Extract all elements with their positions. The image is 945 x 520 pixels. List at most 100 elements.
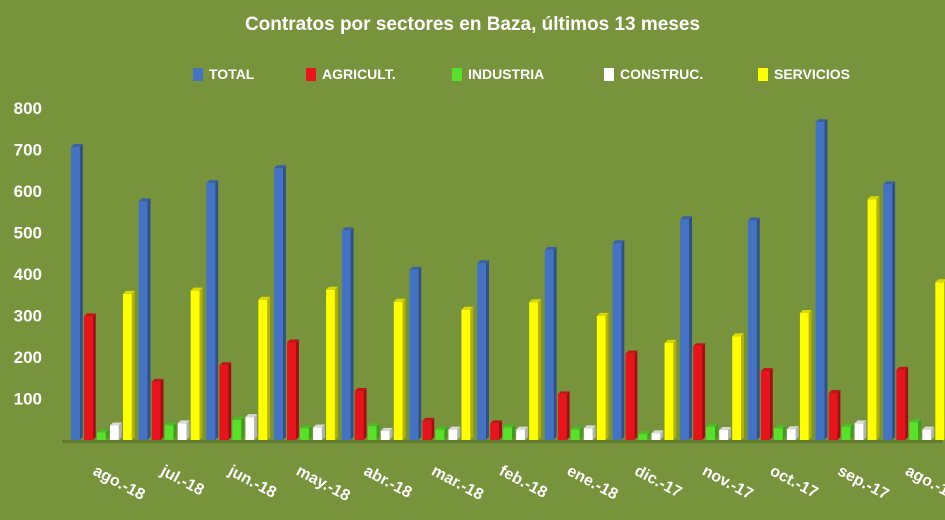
bar-top <box>815 119 828 123</box>
bar-front <box>693 346 703 440</box>
y-tick-label: 600 <box>14 182 42 201</box>
bar-side <box>905 366 909 440</box>
bar-side <box>634 350 638 440</box>
bar-front <box>245 417 255 440</box>
bar-front <box>138 201 148 440</box>
bar-side <box>537 299 541 440</box>
bar-side <box>660 430 664 440</box>
bar-side <box>876 196 880 440</box>
bar-top <box>177 420 190 424</box>
bar-front <box>596 315 606 440</box>
legend-item-servicios: SERVICIOS <box>758 66 850 82</box>
y-tick-label: 100 <box>14 390 42 409</box>
bar-top <box>529 299 541 303</box>
bar-agricult <box>625 350 638 440</box>
bar-servicios <box>326 286 338 440</box>
bar-side <box>808 310 812 440</box>
legend-item-construc: CONSTRUC. <box>604 66 703 82</box>
bar-side <box>295 339 299 440</box>
bar-front <box>557 394 567 440</box>
legend-label-industria: INDUSTRIA <box>468 66 545 82</box>
bar-side <box>444 426 448 440</box>
bar-total <box>274 165 286 441</box>
bar-top <box>219 362 232 366</box>
bar-side <box>173 422 177 440</box>
bar-front <box>516 429 525 440</box>
bar-side <box>118 422 122 440</box>
bar-construc <box>110 422 122 440</box>
bar-front <box>922 429 932 440</box>
bar-top <box>71 144 83 148</box>
x-tick-label: abr.-18 <box>361 463 415 502</box>
bar-total <box>612 240 625 440</box>
bar-servicios <box>935 279 945 440</box>
x-axis-floor <box>62 440 942 443</box>
bar-front <box>274 168 283 441</box>
legend-swatch-industria <box>452 67 462 81</box>
bar-side <box>837 390 841 440</box>
bar-side <box>566 391 570 440</box>
bar-top <box>367 423 380 427</box>
legend: TOTAL AGRICULT. INDUSTRIA CONSTRUC. SERV… <box>0 66 945 88</box>
bar-top <box>664 339 677 343</box>
bar-servicios <box>867 196 880 440</box>
bar-front <box>380 430 390 440</box>
bar-front <box>258 299 268 440</box>
bar-top <box>138 198 151 202</box>
bar-industria <box>435 426 448 440</box>
bar-servicios <box>799 310 812 440</box>
bar-front <box>612 243 622 440</box>
bar-total <box>883 181 896 441</box>
x-tick-label: ene.-18 <box>564 463 621 504</box>
bar-construc <box>380 427 393 440</box>
bar-top <box>719 427 732 431</box>
bar-front <box>544 249 554 440</box>
bar-front <box>477 263 486 440</box>
bar-front <box>367 426 377 440</box>
bar-top <box>287 339 299 343</box>
bar-front <box>719 430 729 440</box>
bar-side <box>389 427 393 440</box>
bar-front <box>625 353 635 440</box>
bar-industria <box>97 429 109 440</box>
x-tick-label: oct.-17 <box>767 463 821 502</box>
bar-front <box>313 427 322 440</box>
bar-front <box>393 301 403 440</box>
bar-top <box>84 313 96 317</box>
bar-front <box>110 425 119 440</box>
bar-top <box>490 420 502 424</box>
x-tick-label: sep.-17 <box>835 463 892 504</box>
bar-construc <box>719 427 732 440</box>
bar-front <box>448 429 458 440</box>
bar-side <box>850 423 854 440</box>
bar-front <box>206 183 216 441</box>
bar-side <box>186 420 190 440</box>
x-tick-label: dic.-17 <box>632 463 685 502</box>
bar-construc <box>786 426 799 440</box>
bar-top <box>245 414 258 418</box>
x-tick-label: ago.-17 <box>902 463 945 504</box>
bar-front <box>799 313 809 440</box>
bar-side <box>431 417 435 440</box>
bar-front <box>435 429 445 440</box>
bar-side <box>92 313 96 440</box>
bar-top <box>596 312 609 316</box>
bar-front <box>529 302 538 440</box>
bar-industria <box>706 423 719 440</box>
bar-servicios <box>258 296 271 440</box>
x-tick-label: jul.-18 <box>157 462 207 499</box>
bar-servicios <box>596 312 609 440</box>
bar-side <box>418 266 422 440</box>
bar-top <box>935 279 945 283</box>
bar-side <box>931 426 935 440</box>
bar-front <box>354 391 364 440</box>
bar-side <box>147 198 151 440</box>
bar-front <box>503 427 512 440</box>
bar-front <box>773 428 783 440</box>
bar-top <box>206 180 219 184</box>
bar-top <box>867 196 880 200</box>
bar-agricult <box>287 339 299 440</box>
bar-total <box>680 216 693 440</box>
bar-front <box>651 433 661 440</box>
bar-top <box>841 423 854 427</box>
